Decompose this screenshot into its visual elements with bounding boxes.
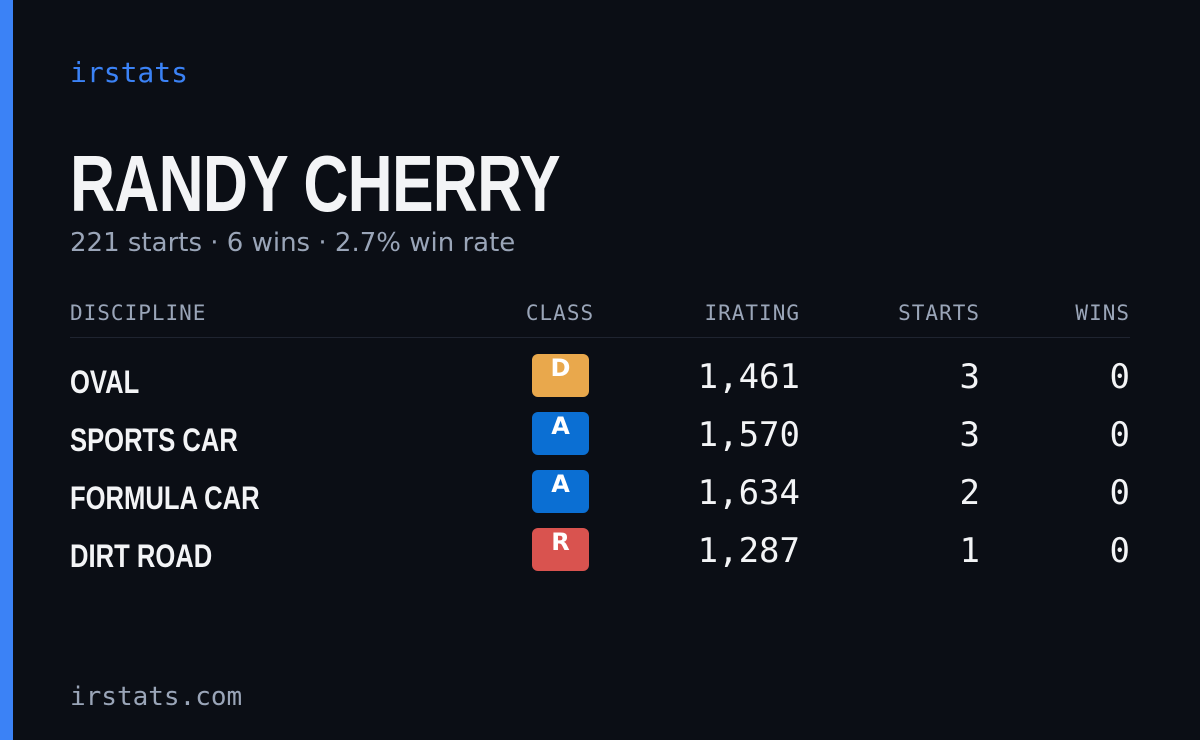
class-badge: A bbox=[532, 412, 589, 455]
discipline: OVAL bbox=[70, 364, 140, 400]
starts: 2 bbox=[959, 473, 980, 513]
starts: 3 bbox=[959, 415, 980, 455]
column-header: CLASS bbox=[525, 301, 595, 325]
discipline: FORMULA CAR bbox=[70, 480, 260, 516]
footer-site: irstats.com bbox=[70, 682, 243, 712]
class-badge: R bbox=[532, 528, 589, 571]
wins: 0 bbox=[1109, 531, 1130, 571]
class-badge: A bbox=[532, 470, 589, 513]
column-header: STARTS bbox=[898, 301, 980, 325]
discipline: DIRT ROAD bbox=[70, 538, 213, 574]
irating: 1,287 bbox=[697, 531, 800, 571]
accent-bar bbox=[0, 0, 13, 740]
header-rule bbox=[70, 337, 1130, 338]
driver-name: RANDY CHERRY bbox=[70, 139, 561, 228]
class-badge: D bbox=[532, 354, 589, 397]
irating: 1,570 bbox=[697, 415, 800, 455]
starts: 3 bbox=[959, 357, 980, 397]
discipline: SPORTS CAR bbox=[70, 422, 238, 458]
column-header: DISCIPLINE bbox=[70, 301, 207, 325]
summary: 221 starts · 6 wins · 2.7% win rate bbox=[70, 228, 516, 258]
wins: 0 bbox=[1109, 357, 1130, 397]
irating: 1,634 bbox=[697, 473, 800, 513]
starts: 1 bbox=[959, 531, 980, 571]
wins: 0 bbox=[1109, 415, 1130, 455]
irating: 1,461 bbox=[697, 357, 800, 397]
column-header: IRATING bbox=[704, 301, 800, 325]
brand: irstats bbox=[70, 56, 189, 89]
wins: 0 bbox=[1109, 473, 1130, 513]
column-header: WINS bbox=[1075, 301, 1130, 325]
